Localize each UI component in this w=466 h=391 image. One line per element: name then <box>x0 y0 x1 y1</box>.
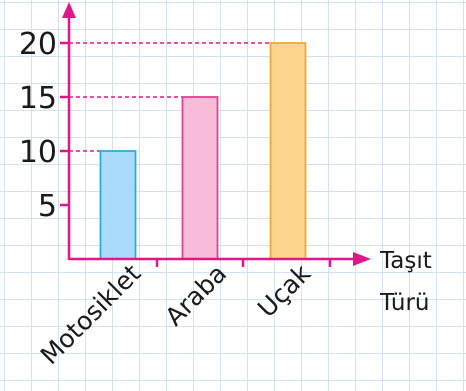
y-tick-label: 20 <box>19 27 57 62</box>
y-ticks: 5 10 15 20 <box>19 27 70 224</box>
y-tick-label: 10 <box>19 135 57 170</box>
y-tick-label: 5 <box>38 189 57 224</box>
category-label: Motosiklet <box>35 259 147 371</box>
bars <box>99 42 307 260</box>
guide-lines <box>69 42 271 152</box>
y-axis-arrow-icon <box>62 2 76 18</box>
x-ticks <box>155 258 332 267</box>
category-label: Araba <box>159 259 232 332</box>
category-label: Uçak <box>252 258 317 323</box>
y-tick-label: 15 <box>19 81 57 116</box>
x-axis-arrow-icon <box>353 252 371 266</box>
category-labels: Motosiklet Araba Uçak <box>35 258 317 370</box>
bar <box>99 150 137 260</box>
x-axis-label-line1: Taşıt <box>379 248 432 274</box>
bar <box>269 42 307 260</box>
x-axis-label-line2: Türü <box>379 290 430 316</box>
bar <box>181 96 219 260</box>
axes <box>62 2 371 266</box>
